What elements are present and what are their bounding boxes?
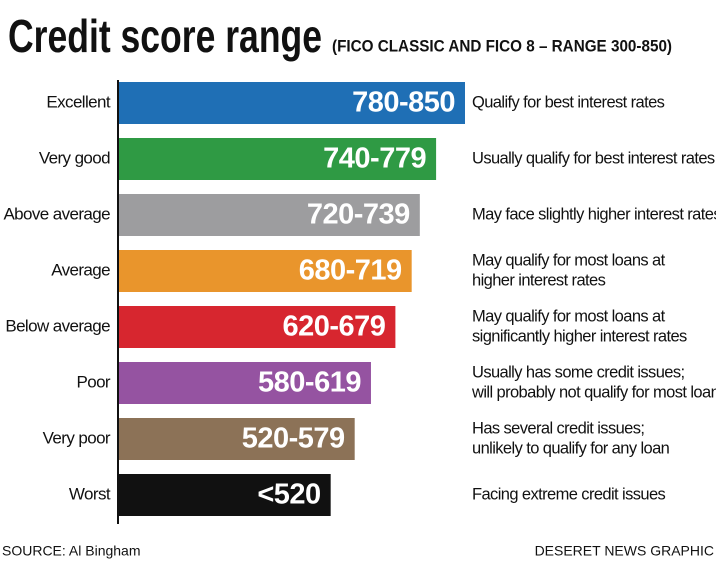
description: significantly higher interest rates bbox=[472, 327, 687, 345]
description: Usually qualify for best interest rates bbox=[472, 149, 715, 167]
category-label: Very good bbox=[39, 148, 110, 167]
bar bbox=[119, 474, 331, 516]
description: May qualify for most loans at bbox=[472, 307, 666, 325]
chart-subtitle: (FICO CLASSIC AND FICO 8 – RANGE 300-850… bbox=[332, 36, 672, 55]
bar bbox=[119, 194, 420, 236]
value-label: 520-579 bbox=[242, 423, 345, 455]
bar bbox=[119, 362, 371, 404]
category-label: Poor bbox=[76, 372, 110, 391]
category-label: Very poor bbox=[43, 428, 111, 447]
description: will probably not qualify for most loans bbox=[471, 383, 716, 401]
category-label: Above average bbox=[3, 204, 110, 223]
description: Has several credit issues; bbox=[472, 419, 644, 437]
value-label: 580-619 bbox=[258, 367, 361, 399]
description: Qualify for best interest rates bbox=[472, 93, 665, 111]
bar bbox=[119, 138, 437, 180]
description: unlikely to qualify for any loan bbox=[472, 439, 670, 457]
value-label: 780-850 bbox=[352, 87, 455, 119]
credit: DESERET NEWS GRAPHIC bbox=[535, 543, 714, 559]
description: Facing extreme credit issues bbox=[472, 485, 666, 503]
value-label: 620-679 bbox=[282, 311, 385, 343]
category-label: Worst bbox=[69, 484, 111, 503]
description: higher interest rates bbox=[472, 271, 606, 289]
chart-title: Credit score range bbox=[8, 10, 322, 62]
category-label: Excellent bbox=[46, 92, 110, 111]
value-label: <520 bbox=[257, 479, 320, 511]
bar bbox=[119, 82, 465, 124]
bar bbox=[119, 306, 396, 348]
description: May qualify for most loans at bbox=[472, 251, 666, 269]
value-label: 720-739 bbox=[307, 199, 410, 231]
description: May face slightly higher interest rates bbox=[472, 205, 716, 223]
bar bbox=[119, 250, 412, 292]
value-label: 740-779 bbox=[323, 143, 426, 175]
bar bbox=[119, 418, 355, 460]
category-label: Below average bbox=[5, 316, 110, 335]
source: SOURCE: Al Bingham bbox=[2, 543, 141, 559]
value-label: 680-719 bbox=[299, 255, 402, 287]
description: Usually has some credit issues; bbox=[472, 363, 685, 381]
category-label: Average bbox=[51, 260, 110, 279]
